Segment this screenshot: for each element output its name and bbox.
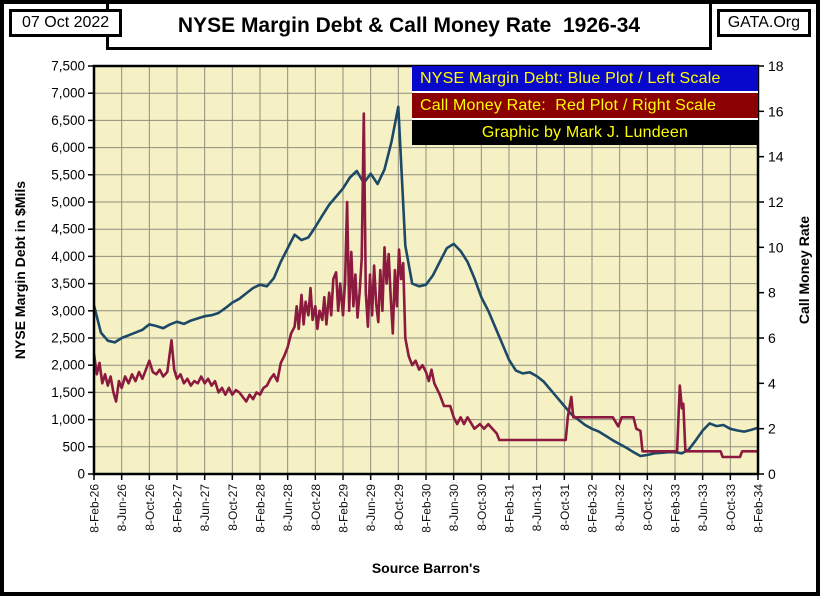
x-tick-label: 8-Jun-26 — [115, 484, 129, 532]
page-title: NYSE Margin Debt & Call Money Rate 1926-… — [106, 4, 712, 50]
left-tick-label: 2,500 — [51, 331, 85, 346]
x-tick-label: 8-Feb-34 — [752, 484, 766, 533]
x-tick-label: 8-Feb-28 — [254, 484, 268, 533]
x-tick-label: 8-Oct-29 — [392, 484, 406, 531]
x-tick-label: 8-Jun-31 — [530, 484, 544, 532]
left-tick-label: 0 — [77, 467, 85, 482]
right-tick-label: 10 — [768, 239, 784, 255]
x-tick-label: 8-Oct-28 — [309, 484, 323, 531]
x-tick-label: 8-Oct-32 — [641, 484, 655, 531]
right-tick-label: 16 — [768, 103, 784, 119]
left-tick-label: 5,500 — [51, 167, 85, 182]
left-tick-label: 500 — [62, 439, 85, 454]
left-tick-label: 4,500 — [51, 222, 85, 237]
left-tick-label: 6,000 — [51, 140, 85, 155]
x-tick-label: 8-Oct-30 — [475, 484, 489, 531]
margin-debt-line — [92, 105, 759, 458]
left-tick-label: 4,000 — [51, 249, 85, 264]
x-tick-label: 8-Oct-27 — [226, 484, 240, 531]
legend-call-money-rate: Call Money Rate: Red Plot / Right Scale — [412, 91, 758, 118]
right-tick-label: 4 — [768, 375, 776, 391]
date-stamp: 07 Oct 2022 — [9, 9, 123, 37]
left-tick-label: 7,500 — [51, 59, 85, 74]
x-tick-label: 8-Feb-27 — [171, 484, 185, 533]
x-tick-label: 8-Feb-26 — [88, 484, 102, 533]
right-tick-label: 8 — [768, 285, 776, 301]
x-tick-label: 8-Feb-32 — [586, 484, 600, 533]
x-tick-label: 8-Feb-29 — [337, 484, 351, 533]
x-tick-label: 8-Feb-33 — [669, 484, 683, 533]
x-tick-label: 8-Jun-29 — [364, 484, 378, 532]
left-tick-label: 1,000 — [51, 412, 85, 427]
left-tick-label: 1,500 — [51, 385, 85, 400]
left-tick-label: 3,500 — [51, 276, 85, 291]
right-tick-label: 2 — [768, 421, 776, 437]
right-tick-label: 12 — [768, 194, 784, 210]
right-tick-label: 0 — [768, 466, 776, 482]
x-tick-label: 8-Jun-28 — [281, 484, 295, 532]
x-tick-label: 8-Jun-33 — [696, 484, 710, 532]
legend-credit: Graphic by Mark J. Lundeen — [412, 118, 758, 145]
x-tick-label: 8-Feb-30 — [420, 484, 434, 533]
right-axis-title: Call Money Rate — [796, 215, 812, 325]
right-tick-label: 14 — [768, 149, 784, 165]
left-tick-label: 2,000 — [51, 358, 85, 373]
left-tick-label: 3,000 — [51, 303, 85, 318]
left-axis-title: NYSE Margin Debt in $Mils — [12, 180, 28, 360]
x-tick-label: 8-Jun-32 — [613, 484, 627, 532]
right-tick-label: 6 — [768, 330, 776, 346]
x-tick-label: 8-Jun-30 — [447, 484, 461, 532]
left-tick-label: 5,000 — [51, 195, 85, 210]
legend-margin-debt: NYSE Margin Debt: Blue Plot / Left Scale — [412, 66, 758, 91]
source-label: Source Barron's — [371, 560, 481, 576]
x-tick-label: 8-Jun-27 — [198, 484, 212, 532]
left-tick-label: 7,000 — [51, 86, 85, 101]
brand-label: GATA.Org — [716, 9, 811, 37]
x-tick-label: 8-Oct-31 — [558, 484, 572, 531]
left-tick-label: 6,500 — [51, 113, 85, 128]
x-tick-label: 8-Oct-26 — [143, 484, 157, 531]
x-tick-label: 8-Feb-31 — [503, 484, 517, 533]
right-tick-label: 18 — [768, 58, 784, 74]
call-money-rate-line — [92, 112, 758, 459]
x-tick-label: 8-Oct-33 — [724, 484, 738, 531]
chart-legend: NYSE Margin Debt: Blue Plot / Left Scale… — [412, 66, 758, 145]
